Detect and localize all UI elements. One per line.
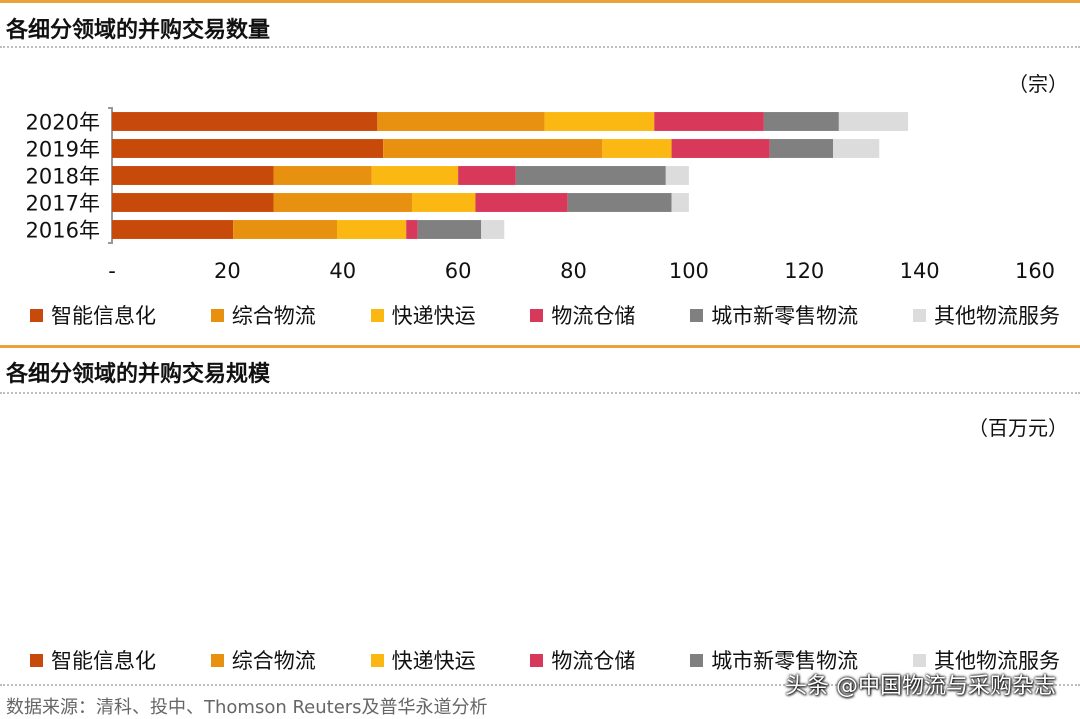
chart2-unit: （百万元） xyxy=(968,416,1068,440)
legend-swatch xyxy=(690,308,704,322)
bar-segment xyxy=(602,139,672,158)
legend-item: 物流仓储 xyxy=(530,645,635,675)
chart1-legend: 智能信息化 综合物流 快递快运 物流仓储 城市新零售物流 其他物流服务 xyxy=(30,300,1060,330)
bar-segment xyxy=(515,166,666,185)
legend-swatch xyxy=(30,308,43,322)
legend-swatch xyxy=(690,653,704,667)
legend-item: 快递快运 xyxy=(370,300,476,330)
bar-segment xyxy=(336,220,407,239)
legend-label: 智能信息化 xyxy=(51,649,156,673)
category-label: 2017年 xyxy=(26,192,100,216)
x-tick-label: 100 xyxy=(669,259,709,283)
legend-item: 城市新零售物流 xyxy=(690,645,858,675)
middle-rule xyxy=(0,345,1080,348)
bar-segment xyxy=(411,193,476,212)
bar-segment xyxy=(233,220,337,239)
chart1-title: 各细分领域的并购交易数量 xyxy=(6,18,271,43)
category-label: 2020年 xyxy=(26,111,100,135)
legend-label: 其他物流服务 xyxy=(933,649,1060,673)
bar-segment xyxy=(665,166,689,185)
legend-item: 智能信息化 xyxy=(30,300,156,330)
legend-label: 智能信息化 xyxy=(51,304,156,328)
legend-item: 智能信息化 xyxy=(30,645,156,675)
legend-item: 快递快运 xyxy=(370,645,476,675)
bar-segment xyxy=(383,139,603,158)
x-tick-label: 80 xyxy=(560,259,587,283)
legend-swatch xyxy=(210,308,224,322)
legend-swatch xyxy=(530,308,544,322)
legend-label: 物流仓储 xyxy=(551,649,636,673)
bar-segment xyxy=(377,112,545,131)
bar-segment xyxy=(417,220,482,239)
legend-label: 综合物流 xyxy=(231,304,316,328)
category-label: 2019年 xyxy=(26,138,100,162)
legend-swatch xyxy=(912,653,926,667)
bar-segment xyxy=(112,139,384,158)
bar-segment xyxy=(371,166,459,185)
bar-segment xyxy=(769,139,834,158)
x-tick-label: - xyxy=(108,259,116,283)
category-label: 2016年 xyxy=(26,219,100,243)
legend-item: 其他物流服务 xyxy=(912,300,1060,330)
bar-segment xyxy=(544,112,655,131)
legend-swatch xyxy=(912,308,926,322)
legend-item: 综合物流 xyxy=(210,645,316,675)
bar-segment xyxy=(458,166,516,185)
legend-swatch xyxy=(530,653,544,667)
category-label: 2018年 xyxy=(26,165,100,189)
legend-swatch xyxy=(30,653,43,667)
chart2-title-divider xyxy=(0,392,1080,394)
bar-segment xyxy=(567,193,672,212)
bar-segment xyxy=(475,193,568,212)
chart1-title-divider xyxy=(0,46,1080,48)
chart1-plot: 2020年 2019年 2018年 2017年 2016年- 20 40 60 80 100 120… xyxy=(26,107,1055,283)
x-tick-label: 140 xyxy=(900,259,940,283)
chart2-title: 各细分领域的并购交易规模 xyxy=(6,362,271,387)
legend-swatch xyxy=(370,653,384,667)
chart2-legend: 智能信息化 综合物流 快递快运 物流仓储 城市新零售物流 其他物流服务 xyxy=(30,645,1060,675)
x-tick-label: 40 xyxy=(329,259,356,283)
legend-item: 城市新零售物流 xyxy=(690,300,858,330)
x-tick-label: 120 xyxy=(784,259,824,283)
chart2-plot: 2020年2019年2018年2017年2016年-50,000100,0001… xyxy=(0,0,1080,340)
x-tick-label: 20 xyxy=(214,259,241,283)
x-tick-label: 60 xyxy=(445,259,472,283)
legend-item: 其他物流服务 xyxy=(912,645,1060,675)
bar-segment xyxy=(671,193,689,212)
bar-segment xyxy=(833,139,880,158)
legend-label: 其他物流服务 xyxy=(933,304,1060,328)
bar-segment xyxy=(273,166,372,185)
legend-label: 快递快运 xyxy=(391,304,476,328)
legend-label: 城市新零售物流 xyxy=(711,649,859,673)
chart1-unit: （宗） xyxy=(1008,72,1068,96)
legend-label: 物流仓储 xyxy=(551,304,636,328)
legend-label: 快递快运 xyxy=(391,649,476,673)
bar-segment xyxy=(838,112,909,131)
bar-segment xyxy=(112,220,234,239)
legend-swatch xyxy=(370,308,384,322)
bar-segment xyxy=(481,220,505,239)
legend-label: 综合物流 xyxy=(231,649,316,673)
watermark-text: 头条 @中国物流与采购杂志 xyxy=(785,674,1056,699)
bar-segment xyxy=(406,220,418,239)
bar-segment xyxy=(112,193,274,212)
bar-segment xyxy=(654,112,764,131)
x-tick-label: 160 xyxy=(1015,259,1055,283)
bar-segment xyxy=(763,112,839,131)
bar-segment xyxy=(112,166,274,185)
legend-item: 物流仓储 xyxy=(530,300,635,330)
footer-divider xyxy=(0,684,1080,686)
bar-segment xyxy=(112,112,378,131)
legend-swatch xyxy=(210,653,224,667)
bar-segment xyxy=(273,193,412,212)
bar-segment xyxy=(671,139,770,158)
legend-item: 综合物流 xyxy=(210,300,316,330)
top-rule xyxy=(0,0,1080,3)
source-note: 数据来源：清科、投中、Thomson Reuters及普华永道分析 xyxy=(6,697,488,718)
legend-label: 城市新零售物流 xyxy=(711,304,859,328)
